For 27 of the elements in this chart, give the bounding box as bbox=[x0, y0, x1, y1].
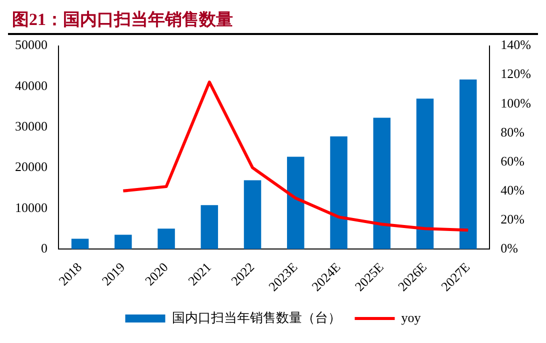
y2-tick-label: 120% bbox=[500, 66, 532, 82]
bar bbox=[244, 180, 262, 249]
bar bbox=[200, 205, 218, 249]
y2-tick-label: 20% bbox=[500, 211, 525, 226]
bar bbox=[373, 118, 390, 249]
y-tick-label: 50000 bbox=[15, 37, 48, 52]
y2-tick-label: 140% bbox=[500, 37, 532, 52]
y2-tick-label: 100% bbox=[500, 95, 532, 110]
y2-tick-label: 0% bbox=[500, 240, 518, 256]
bar bbox=[114, 234, 132, 249]
bar bbox=[287, 156, 304, 249]
y2-tick-label: 40% bbox=[500, 182, 525, 198]
legend-label: 国内口扫当年销售数量（台） bbox=[172, 310, 341, 325]
bar bbox=[416, 98, 434, 249]
y2-tick-label: 80% bbox=[500, 124, 525, 140]
y-tick-label: 0 bbox=[41, 240, 48, 256]
bar bbox=[158, 228, 175, 249]
y-tick-label: 30000 bbox=[15, 118, 48, 134]
legend-label: yoy bbox=[401, 310, 422, 325]
y-tick-label: 20000 bbox=[15, 159, 48, 174]
y-tick-label: 10000 bbox=[15, 200, 48, 215]
bar bbox=[330, 136, 348, 249]
y-tick-label: 40000 bbox=[15, 78, 48, 93]
bar bbox=[459, 80, 477, 249]
chart-title: 图21：国内口扫当年销售数量 bbox=[11, 9, 234, 31]
bar bbox=[71, 238, 89, 249]
y2-tick-label: 60% bbox=[500, 153, 525, 168]
